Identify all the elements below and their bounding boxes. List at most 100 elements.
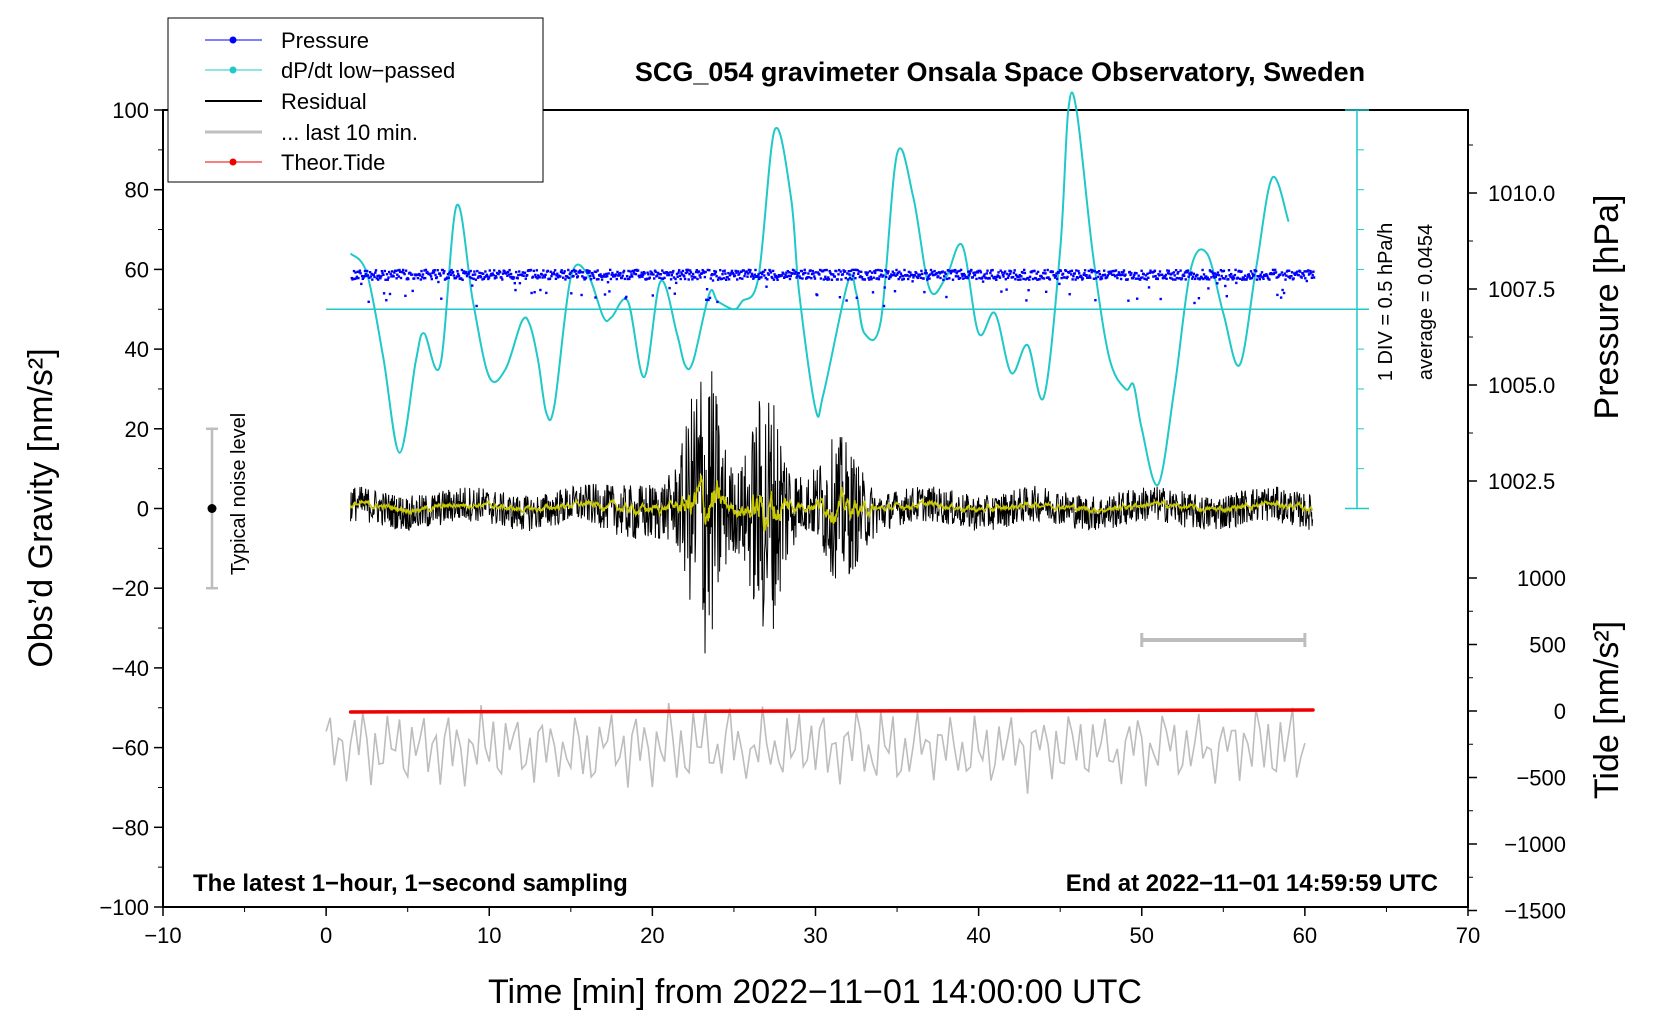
pressure-point bbox=[680, 273, 684, 276]
pressure-point bbox=[1014, 273, 1018, 276]
pressure-point bbox=[388, 292, 392, 296]
pressure-point bbox=[1080, 276, 1083, 279]
pressure-point bbox=[493, 277, 497, 280]
pressure-point bbox=[398, 268, 401, 272]
pressure-point bbox=[1165, 277, 1168, 280]
pressure-point bbox=[867, 276, 870, 280]
pressure-point bbox=[863, 278, 867, 281]
pressure-point bbox=[1133, 271, 1137, 275]
pressure-point bbox=[1191, 277, 1194, 280]
pressure-point bbox=[681, 269, 685, 273]
pressure-point bbox=[1310, 271, 1313, 274]
pressure-point bbox=[891, 270, 894, 273]
pressure-point bbox=[423, 269, 426, 272]
pressure-point bbox=[963, 274, 966, 277]
pressure-point bbox=[1066, 275, 1069, 279]
pressure-point bbox=[935, 271, 938, 275]
pressure-point bbox=[714, 272, 717, 275]
pressure-point bbox=[394, 269, 397, 273]
pressure-point bbox=[449, 270, 452, 273]
pressure-point bbox=[1074, 278, 1077, 281]
pressure-point bbox=[404, 294, 407, 297]
pressure-point bbox=[1191, 275, 1195, 278]
pressure-point bbox=[602, 275, 605, 278]
pressure-point bbox=[358, 269, 362, 272]
pressure-point bbox=[1209, 270, 1212, 273]
pressure-point bbox=[508, 268, 511, 272]
pressure-point bbox=[645, 277, 649, 280]
pressure-point bbox=[886, 272, 889, 275]
pressure-point bbox=[1100, 277, 1104, 280]
pressure-point bbox=[431, 271, 434, 275]
pressure-point bbox=[373, 275, 376, 279]
pressure-point bbox=[1174, 278, 1177, 281]
pressure-point bbox=[624, 297, 627, 300]
pressure-point bbox=[902, 277, 905, 281]
pressure-point bbox=[1108, 270, 1112, 273]
pressure-point bbox=[741, 277, 744, 280]
y-tick-label: 20 bbox=[125, 417, 149, 442]
pressure-point bbox=[1148, 271, 1151, 275]
pressure-point bbox=[807, 272, 810, 275]
noise-level-label: Typical noise level bbox=[228, 413, 250, 575]
pressure-point bbox=[480, 272, 483, 275]
pressure-point bbox=[567, 276, 571, 280]
pressure-point bbox=[734, 269, 737, 273]
pressure-point bbox=[885, 275, 888, 279]
pressure-point bbox=[663, 276, 666, 280]
pressure-point bbox=[876, 268, 880, 272]
pressure-point bbox=[1068, 293, 1071, 296]
pressure-point bbox=[1045, 290, 1048, 293]
pressure-point bbox=[846, 272, 849, 275]
pressure-point bbox=[1234, 268, 1237, 272]
pressure-point bbox=[795, 276, 798, 279]
pressure-point bbox=[587, 271, 591, 274]
pressure-point bbox=[806, 276, 809, 279]
legend-label-last-10-min: ... last 10 min. bbox=[281, 120, 418, 145]
pressure-point bbox=[756, 275, 759, 278]
pressure-point bbox=[788, 277, 792, 281]
pressure-point bbox=[849, 269, 853, 273]
pressure-point bbox=[1146, 272, 1149, 275]
pressure-point bbox=[1177, 271, 1180, 274]
pressure-point bbox=[873, 270, 876, 273]
pressure-point bbox=[846, 278, 850, 281]
pressure-point bbox=[553, 273, 556, 276]
pressure-point bbox=[1081, 277, 1085, 280]
pressure-point bbox=[780, 274, 784, 277]
pressure-point bbox=[738, 277, 742, 280]
pressure-point bbox=[1263, 274, 1267, 278]
pressure-point bbox=[1311, 273, 1314, 277]
pressure-point bbox=[542, 269, 545, 272]
pressure-point bbox=[1224, 284, 1227, 288]
pressure-point bbox=[945, 277, 949, 281]
pressure-point bbox=[1185, 269, 1188, 273]
pressure-point bbox=[800, 269, 803, 273]
pressure-point bbox=[540, 273, 544, 276]
pressure-point bbox=[538, 276, 541, 279]
pressure-point bbox=[740, 270, 743, 273]
pressure-point bbox=[1238, 269, 1241, 273]
pressure-point bbox=[1142, 273, 1145, 276]
pressure-point bbox=[364, 273, 367, 276]
pressure-point bbox=[1161, 277, 1165, 280]
pressure-point bbox=[486, 275, 489, 278]
pressure-point bbox=[1131, 277, 1134, 280]
pressure-point bbox=[1014, 278, 1017, 281]
pressure-point bbox=[494, 275, 497, 278]
pressure-point bbox=[1031, 270, 1034, 273]
note-end-time: End at 2022−11−01 14:59:59 UTC bbox=[1066, 870, 1438, 897]
pressure-point bbox=[1174, 269, 1178, 272]
pressure-point bbox=[890, 274, 894, 277]
pressure-point bbox=[661, 277, 665, 280]
pressure-point bbox=[752, 277, 755, 280]
pressure-point bbox=[521, 271, 524, 274]
pressure-point bbox=[1113, 269, 1116, 273]
legend-marker-dpdt bbox=[229, 66, 237, 74]
pressure-point bbox=[421, 275, 424, 279]
pressure-point bbox=[1163, 276, 1166, 280]
pressure-point bbox=[981, 276, 984, 279]
pressure-point bbox=[1069, 270, 1072, 273]
pressure-point bbox=[760, 276, 763, 279]
pressure-point bbox=[1139, 276, 1143, 280]
